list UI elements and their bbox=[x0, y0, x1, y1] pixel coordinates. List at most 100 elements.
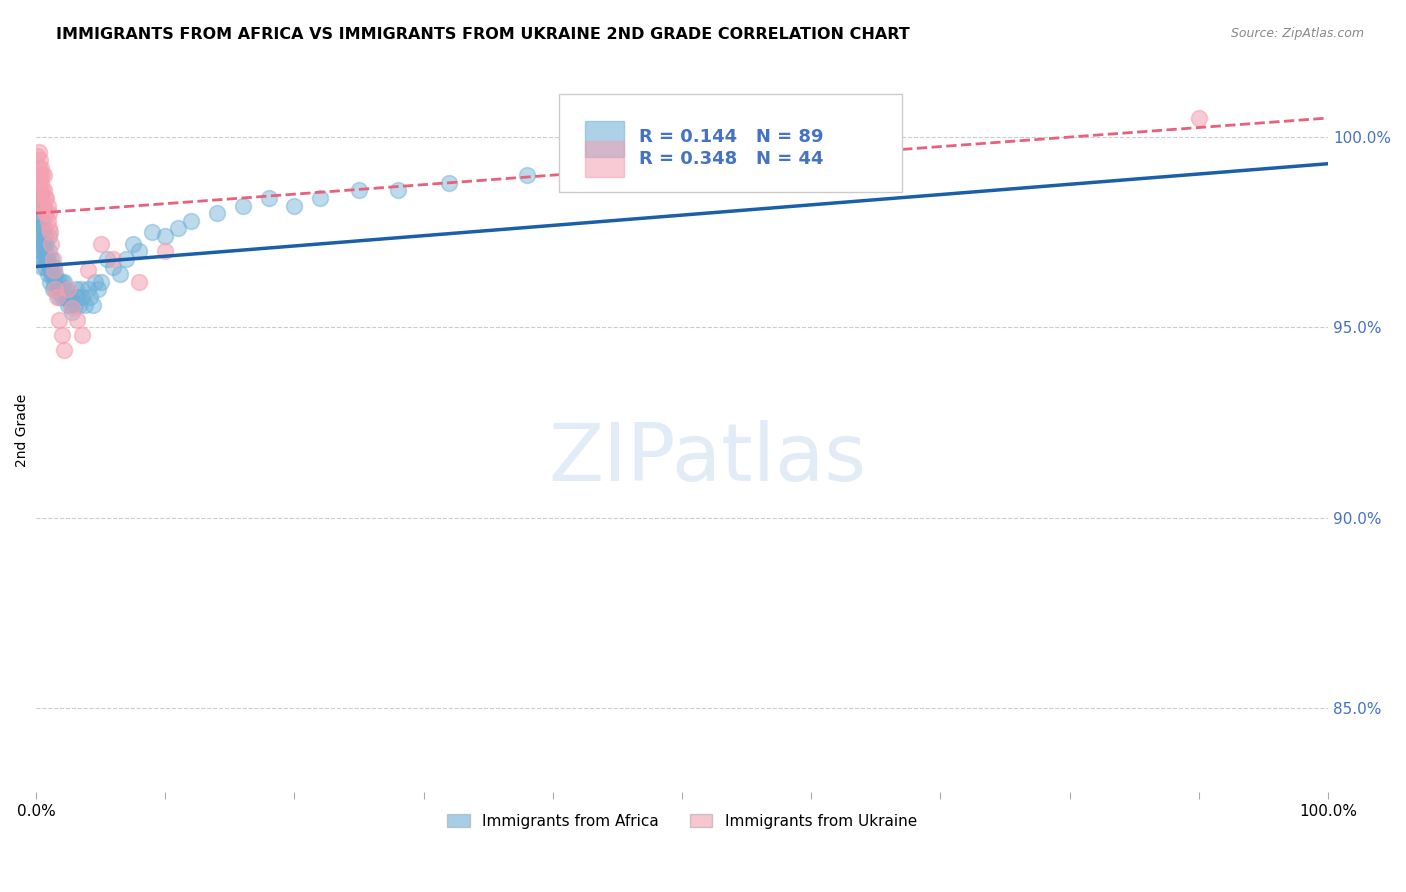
Point bbox=[31, 260, 53, 274]
Point bbox=[25, 168, 48, 182]
Point bbox=[58, 290, 80, 304]
Point bbox=[39, 275, 62, 289]
Point bbox=[27, 221, 49, 235]
Point bbox=[82, 297, 104, 311]
Point bbox=[30, 236, 52, 251]
Point bbox=[37, 198, 59, 212]
Point bbox=[35, 191, 58, 205]
Point bbox=[58, 297, 80, 311]
Point bbox=[96, 252, 118, 266]
Point bbox=[31, 244, 53, 259]
Point bbox=[38, 244, 60, 259]
Point bbox=[108, 267, 131, 281]
Point bbox=[153, 244, 176, 259]
Point bbox=[67, 297, 90, 311]
FancyBboxPatch shape bbox=[585, 141, 624, 177]
Point bbox=[44, 282, 66, 296]
Point bbox=[27, 176, 49, 190]
Point bbox=[41, 236, 63, 251]
Point bbox=[39, 260, 62, 274]
Point bbox=[153, 229, 176, 244]
Point bbox=[34, 260, 56, 274]
Point bbox=[37, 214, 59, 228]
Point bbox=[32, 221, 55, 235]
Point bbox=[42, 252, 65, 266]
Point bbox=[347, 183, 370, 197]
Point bbox=[51, 275, 73, 289]
Point bbox=[34, 206, 56, 220]
Point bbox=[34, 244, 56, 259]
Point bbox=[31, 198, 53, 212]
Point bbox=[32, 236, 55, 251]
Point bbox=[45, 275, 67, 289]
Text: R = 0.144   N = 89: R = 0.144 N = 89 bbox=[640, 128, 824, 146]
Point bbox=[34, 229, 56, 244]
Point bbox=[48, 290, 70, 304]
Text: IMMIGRANTS FROM AFRICA VS IMMIGRANTS FROM UKRAINE 2ND GRADE CORRELATION CHART: IMMIGRANTS FROM AFRICA VS IMMIGRANTS FRO… bbox=[56, 27, 910, 42]
Point bbox=[60, 301, 83, 316]
Point bbox=[84, 275, 107, 289]
Point bbox=[59, 297, 82, 311]
Point bbox=[31, 168, 53, 182]
Point bbox=[103, 260, 125, 274]
Point bbox=[76, 282, 98, 296]
Point bbox=[38, 206, 60, 220]
Point bbox=[48, 313, 70, 327]
Point bbox=[38, 221, 60, 235]
Point bbox=[45, 290, 67, 304]
Point bbox=[516, 168, 538, 182]
Point bbox=[76, 263, 98, 277]
Point bbox=[25, 214, 48, 228]
Point bbox=[28, 214, 51, 228]
Point bbox=[30, 176, 52, 190]
Point bbox=[103, 252, 125, 266]
Point bbox=[90, 275, 112, 289]
Point bbox=[32, 183, 55, 197]
Point bbox=[42, 267, 65, 281]
Point bbox=[52, 282, 75, 296]
Point bbox=[121, 236, 143, 251]
Point bbox=[28, 198, 51, 212]
Point bbox=[128, 275, 150, 289]
Point bbox=[34, 191, 56, 205]
Point bbox=[53, 343, 76, 358]
Point bbox=[27, 191, 49, 205]
Point bbox=[141, 225, 163, 239]
Point bbox=[31, 214, 53, 228]
Text: ZIPatlas: ZIPatlas bbox=[548, 420, 868, 498]
Point bbox=[87, 282, 110, 296]
Point bbox=[30, 252, 52, 266]
Point bbox=[65, 282, 87, 296]
Text: R = 0.348   N = 44: R = 0.348 N = 44 bbox=[640, 150, 824, 168]
Point bbox=[66, 313, 89, 327]
Point bbox=[72, 290, 94, 304]
Point bbox=[72, 328, 94, 343]
Point bbox=[58, 282, 80, 296]
Point bbox=[48, 275, 70, 289]
Point bbox=[44, 267, 66, 281]
Point bbox=[180, 214, 202, 228]
Point bbox=[30, 221, 52, 235]
Text: Source: ZipAtlas.com: Source: ZipAtlas.com bbox=[1230, 27, 1364, 40]
Point bbox=[70, 282, 93, 296]
Point bbox=[42, 260, 65, 274]
Point bbox=[51, 328, 73, 343]
Point bbox=[66, 290, 89, 304]
Point bbox=[115, 252, 138, 266]
Point bbox=[55, 282, 77, 296]
Point bbox=[63, 297, 86, 311]
Point bbox=[42, 282, 65, 296]
Point bbox=[44, 282, 66, 296]
Point bbox=[28, 229, 51, 244]
Point bbox=[27, 145, 49, 160]
Point bbox=[309, 191, 332, 205]
Point bbox=[28, 187, 51, 202]
Point bbox=[28, 153, 51, 167]
Point bbox=[38, 229, 60, 244]
Point bbox=[53, 275, 76, 289]
Point bbox=[30, 161, 52, 175]
Point bbox=[51, 290, 73, 304]
Point bbox=[35, 252, 58, 266]
Y-axis label: 2nd Grade: 2nd Grade bbox=[15, 393, 30, 467]
Point bbox=[28, 168, 51, 182]
